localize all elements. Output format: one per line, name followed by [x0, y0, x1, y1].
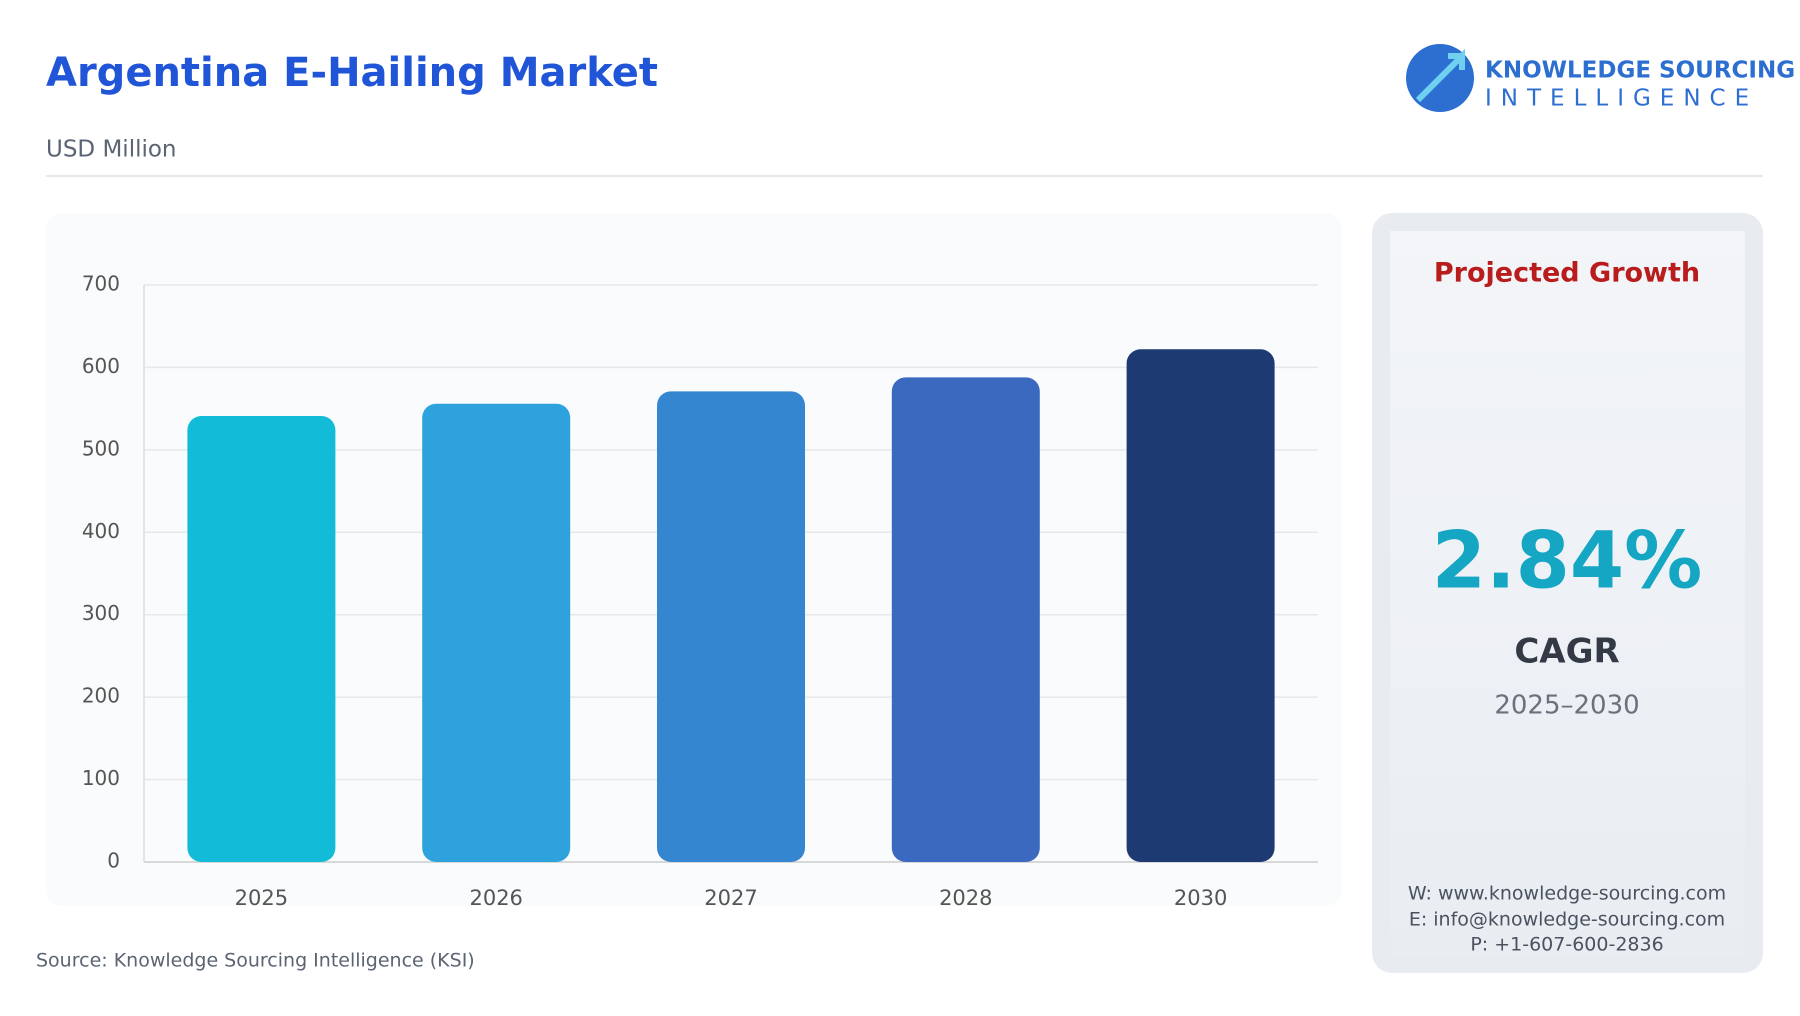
logo-text: KNOWLEDGE SOURCING	[1485, 58, 1795, 84]
contact: W: www.knowledge-sourcing.com	[1408, 883, 1726, 905]
y-tick-label: 0	[107, 849, 120, 873]
source: Source: Knowledge Sourcing Intelligence …	[36, 950, 475, 972]
x-tick-label: 2026	[469, 886, 522, 910]
bar	[1126, 349, 1275, 862]
title: Argentina E-Hailing Market	[46, 50, 658, 96]
logo-arrow	[1415, 48, 1465, 103]
cagr-value: 2.84%	[1432, 516, 1703, 606]
logo: KNOWLEDGE SOURCING INTELLIGENCE	[1406, 44, 1795, 112]
x-tick-label: 2025	[235, 886, 288, 910]
x-tick-label: 2027	[704, 886, 757, 910]
y-tick-label: 600	[82, 354, 120, 378]
bar	[891, 377, 1040, 862]
y-tick-label: 100	[82, 766, 120, 790]
x-tick-label: 2030	[1174, 886, 1227, 910]
y-tick-label: 200	[82, 684, 120, 708]
side-panel-inner	[1390, 231, 1745, 956]
cagr-period: 2025–2030	[1494, 691, 1639, 721]
bar	[657, 391, 805, 862]
cagr-label: CAGR	[1514, 632, 1619, 672]
y-tick-label: 700	[82, 272, 120, 296]
panel-heading: Projected Growth	[1434, 258, 1700, 289]
contact: P: +1-607-600-2836	[1470, 934, 1663, 956]
plot: 0 100 200 300 400 500 600 700 2025 2026 2027 2028 20…	[82, 272, 1318, 910]
y-tick-label: 400	[82, 519, 120, 543]
y-tick-label: 500	[82, 436, 120, 460]
x-tick-label: 2028	[939, 886, 992, 910]
logo-text: INTELLIGENCE	[1485, 86, 1758, 112]
y-tick-label: 300	[82, 601, 120, 625]
bar	[422, 403, 571, 862]
bar	[187, 416, 336, 862]
subtitle: USD Million	[46, 137, 177, 163]
contact: E: info@knowledge-sourcing.com	[1409, 909, 1725, 931]
